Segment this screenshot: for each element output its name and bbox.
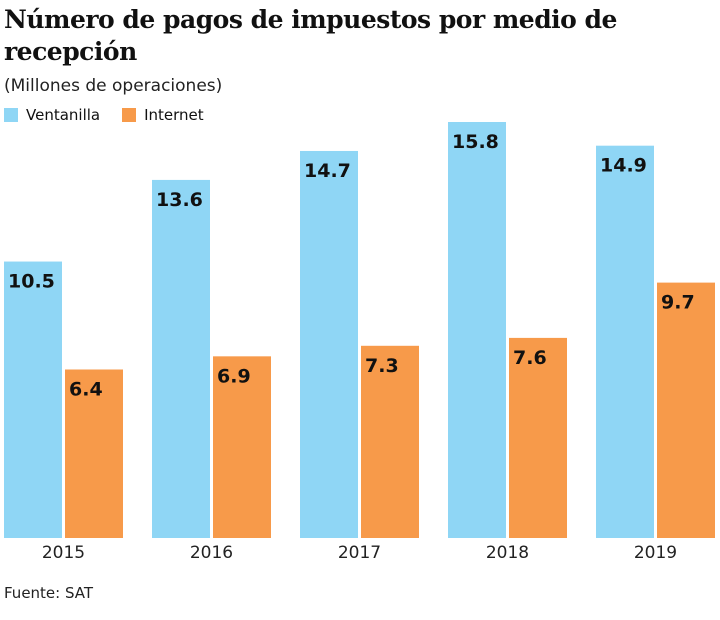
bar-internet-2015: [65, 369, 123, 538]
bar-ventanilla-2016: [152, 179, 210, 538]
x-tick-label: 2018: [486, 543, 529, 563]
bar-ventanilla-2018: [448, 122, 506, 538]
data-label: 7.3: [365, 355, 399, 377]
legend-item-ventanilla: Ventanilla: [4, 106, 100, 124]
x-tick-label: 2019: [634, 543, 677, 563]
bar-ventanilla-2019: [596, 145, 654, 538]
data-label: 9.7: [661, 292, 695, 314]
chart-title: Número de pagos de impuestos por medio d…: [4, 5, 617, 66]
data-label: 6.9: [217, 365, 251, 387]
data-label: 14.9: [600, 155, 647, 177]
legend: Ventanilla Internet: [4, 106, 204, 124]
data-label: 15.8: [452, 131, 499, 153]
bar-internet-2019: [657, 282, 715, 538]
legend-swatch-ventanilla: [4, 108, 18, 122]
x-tick-label: 2016: [190, 543, 233, 563]
legend-swatch-internet: [122, 108, 137, 122]
bar-ventanilla-2017: [300, 150, 358, 538]
data-label: 10.5: [8, 271, 55, 293]
data-label: 7.6: [513, 347, 547, 369]
data-label: 13.6: [156, 189, 203, 211]
data-label: 6.4: [69, 378, 103, 400]
chart-subtitle: (Millones de operaciones): [4, 76, 223, 96]
legend-item-internet: Internet: [122, 106, 204, 124]
bar-internet-2018: [509, 337, 567, 538]
x-tick-label: 2017: [338, 543, 381, 563]
bar-internet-2017: [361, 345, 419, 538]
source-note: Fuente: SAT: [4, 584, 94, 602]
bar-ventanilla-2015: [4, 261, 62, 538]
legend-label: Internet: [144, 106, 204, 124]
legend-label: Ventanilla: [26, 106, 101, 124]
x-tick-label: 2015: [42, 543, 85, 563]
data-label: 14.7: [304, 160, 351, 182]
bar-internet-2016: [213, 356, 271, 538]
